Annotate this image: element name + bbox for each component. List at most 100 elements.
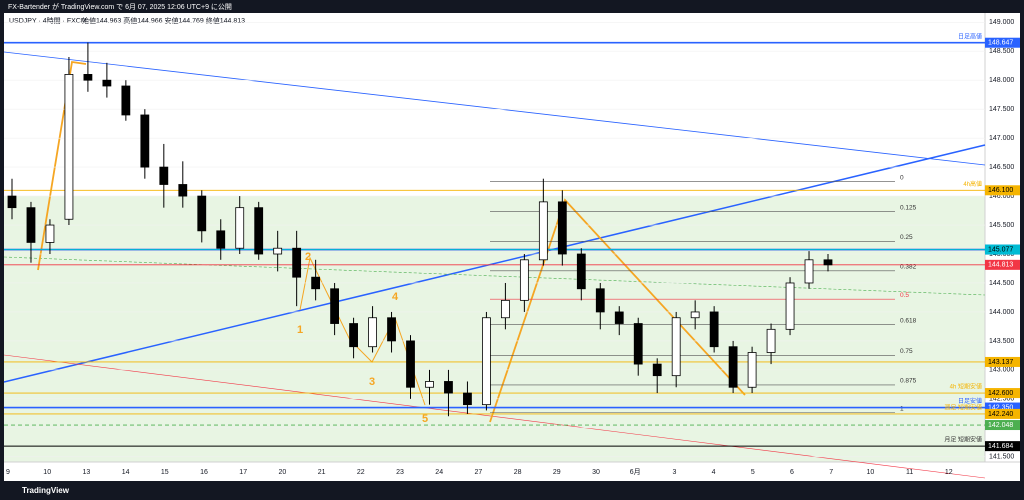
ohlc: 始値144.963 高値144.966 安値144.769 終値144.813 bbox=[82, 16, 245, 25]
candle-body bbox=[45, 224, 55, 243]
candle-body bbox=[425, 381, 434, 388]
fib-label: 0.382 bbox=[900, 264, 917, 271]
x-tick-label: 10 bbox=[43, 469, 51, 476]
candle-body bbox=[671, 317, 681, 377]
candle-body bbox=[463, 392, 472, 406]
x-tick-label: 14 bbox=[122, 469, 130, 476]
candle-body bbox=[595, 288, 605, 313]
x-tick-label: 24 bbox=[435, 469, 443, 476]
y-tick-label: 148.000 bbox=[989, 77, 1014, 84]
x-tick-label: 17 bbox=[239, 469, 247, 476]
price-tag bbox=[985, 259, 1020, 270]
candle-body bbox=[121, 85, 131, 116]
candle-body bbox=[747, 352, 757, 388]
x-tick-label: 4 bbox=[712, 469, 716, 476]
wave-label: 3 bbox=[369, 376, 375, 388]
fib-label: 0.618 bbox=[900, 317, 917, 324]
price-tag bbox=[985, 402, 1020, 413]
candle-body bbox=[197, 195, 207, 232]
trendline bbox=[3, 144, 986, 383]
y-tick-label: 144.500 bbox=[989, 280, 1014, 287]
price-tag-label: 143.137 bbox=[988, 359, 1013, 366]
price-tag bbox=[985, 185, 1020, 196]
candle-body bbox=[823, 259, 833, 266]
candle-body bbox=[368, 317, 377, 348]
y-tick-label: 148.500 bbox=[989, 48, 1014, 55]
zone bbox=[4, 196, 985, 462]
candle-body bbox=[633, 323, 643, 365]
zigzag bbox=[299, 256, 426, 406]
price-tag bbox=[985, 37, 1020, 48]
trendline bbox=[3, 51, 986, 166]
price-tag bbox=[985, 356, 1020, 367]
price-tag bbox=[985, 244, 1020, 255]
y-tick-label: 145.500 bbox=[989, 222, 1014, 229]
fib-label: 1 bbox=[900, 405, 904, 412]
candle-body bbox=[254, 207, 264, 255]
price-tag-label: 142.600 bbox=[988, 390, 1013, 397]
price-tag bbox=[985, 420, 1020, 431]
wave-label: 4 bbox=[392, 291, 399, 303]
y-tick-label: 147.500 bbox=[989, 106, 1014, 113]
x-tick-label: 27 bbox=[475, 469, 483, 476]
x-tick-label: 6 bbox=[790, 469, 794, 476]
brand: TradingView bbox=[22, 486, 70, 495]
candle-body bbox=[178, 184, 188, 197]
candle-body bbox=[26, 207, 36, 243]
candle-body bbox=[728, 346, 738, 388]
price-tag-label: 142.350 bbox=[988, 404, 1013, 411]
y-tick-label: 147.000 bbox=[989, 135, 1014, 142]
x-tick-label: 6月 bbox=[630, 468, 641, 476]
zigzag bbox=[37, 60, 87, 271]
candle-body bbox=[709, 311, 719, 348]
price-tag-label: 145.077 bbox=[988, 246, 1013, 253]
fib-label: 0.75 bbox=[900, 348, 913, 355]
price-tag-label: 142.240 bbox=[988, 411, 1013, 418]
level-note: 日足高値 bbox=[958, 32, 982, 40]
candle-body bbox=[785, 282, 795, 330]
candle-body bbox=[292, 247, 302, 278]
level-note: 週足 短期安値 bbox=[944, 403, 982, 411]
wave-label: 2 bbox=[305, 251, 311, 263]
candle-body bbox=[159, 166, 169, 185]
level-note: 4h高値 bbox=[963, 180, 982, 188]
candle-body bbox=[330, 288, 340, 324]
level-note: 月足 短期安値 bbox=[944, 436, 982, 444]
candle-body bbox=[766, 328, 776, 353]
candle-body bbox=[576, 253, 586, 290]
y-tick-label: 143.000 bbox=[989, 367, 1014, 374]
candle-body bbox=[102, 79, 112, 87]
candle-body bbox=[690, 311, 700, 319]
fib-label: 0 bbox=[900, 174, 904, 181]
candle-body bbox=[444, 381, 453, 394]
x-tick-label: 29 bbox=[553, 469, 561, 476]
chart-title: USDJPY · 4時間 · FXCM bbox=[9, 17, 87, 25]
wave-label: 1 bbox=[297, 324, 303, 336]
x-tick-label: 16 bbox=[200, 469, 208, 476]
price-tag-label: 148.647 bbox=[988, 40, 1013, 47]
fib-label: 0.125 bbox=[900, 204, 917, 211]
zigzag bbox=[489, 198, 746, 423]
x-tick-label: 11 bbox=[906, 469, 913, 476]
price-tag bbox=[985, 441, 1020, 452]
x-tick-label: 28 bbox=[514, 469, 522, 476]
fib-label: 0.25 bbox=[900, 234, 913, 241]
candle-body bbox=[235, 207, 245, 249]
fib-label: 0.5 bbox=[900, 292, 909, 299]
y-tick-label: 141.500 bbox=[989, 454, 1014, 461]
candle-body bbox=[557, 201, 567, 255]
level-note: 日足安値 bbox=[958, 397, 982, 405]
price-tag-label: 144.813 bbox=[988, 262, 1013, 269]
candle-body bbox=[804, 259, 814, 284]
candle-body bbox=[349, 323, 358, 348]
candle-body bbox=[387, 317, 396, 342]
trendlines bbox=[3, 51, 986, 479]
trendline bbox=[3, 256, 986, 296]
candle-body bbox=[140, 114, 150, 168]
y-tick-label: 146.000 bbox=[989, 193, 1014, 200]
y-tick-label: 146.500 bbox=[989, 164, 1014, 171]
level-note: 4h 短期安値 bbox=[950, 383, 982, 391]
x-tick-label: 15 bbox=[161, 469, 169, 476]
candle-body bbox=[614, 311, 624, 324]
price-tag-label: 142.048 bbox=[988, 422, 1013, 429]
